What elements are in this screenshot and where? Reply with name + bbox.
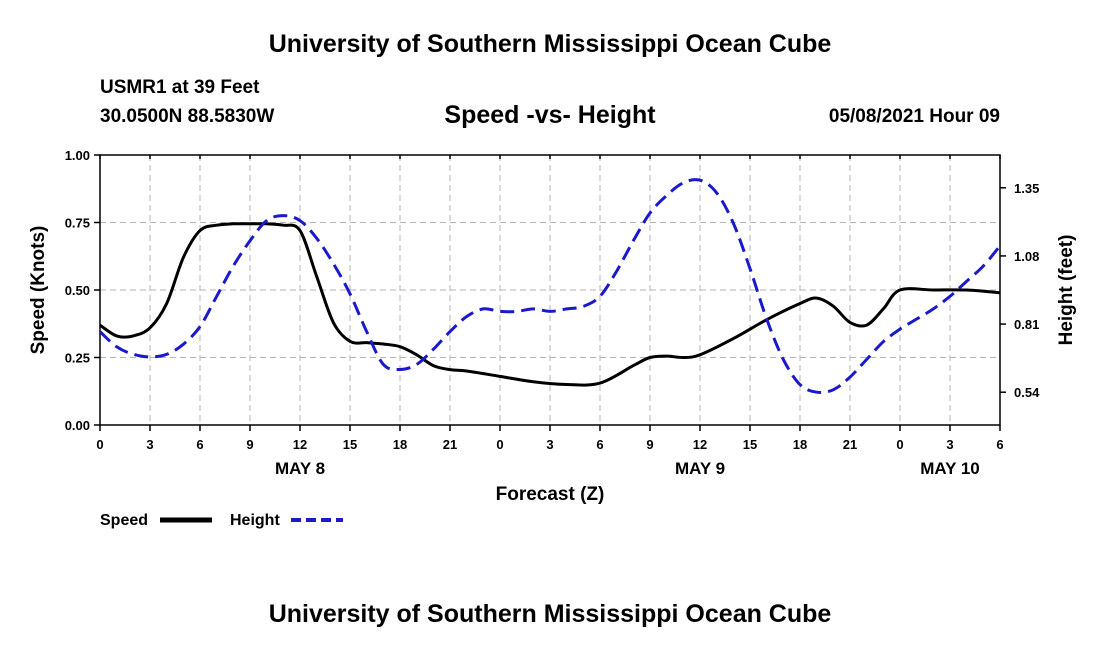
x-tick-label: 6 bbox=[196, 437, 203, 452]
station-coordinates: 30.0500N 88.5830W bbox=[100, 106, 275, 127]
x-tick-label: 18 bbox=[793, 437, 807, 452]
x-tick-label: 12 bbox=[293, 437, 307, 452]
series-line-height bbox=[98, 178, 1002, 394]
y-right-tick-label: 0.54 bbox=[1014, 385, 1040, 400]
y-right-tick-label: 1.35 bbox=[1014, 181, 1039, 196]
x-tick-label: 9 bbox=[246, 437, 253, 452]
axis-ticks: 0 3 6 9 12 15 18 21 0 3 6 9 12 15 18 21 0 3 6 MAY 8 MAY 9 MAY… bbox=[65, 148, 1040, 478]
station-label: USMR1 at 39 Feet bbox=[100, 77, 260, 98]
chart-title: Speed -vs- Height bbox=[444, 101, 656, 129]
y-right-tick-label: 1.08 bbox=[1014, 249, 1039, 264]
y-axis-label-left: Speed (Knots) bbox=[28, 226, 49, 355]
series-line-speed bbox=[99, 222, 1001, 387]
x-axis-label: Forecast (Z) bbox=[496, 484, 605, 505]
x-tick-label: 12 bbox=[693, 437, 707, 452]
x-tick-label: 9 bbox=[646, 437, 653, 452]
x-tick-label: 3 bbox=[946, 437, 953, 452]
x-tick-label: 3 bbox=[146, 437, 153, 452]
x-tick-label: 15 bbox=[743, 437, 757, 452]
day-label: MAY 9 bbox=[675, 459, 725, 478]
y-left-tick-label: 0.75 bbox=[65, 216, 90, 231]
series-lines bbox=[98, 178, 1002, 394]
footer-title: University of Southern Mississippi Ocean… bbox=[268, 600, 832, 628]
x-tick-label: 6 bbox=[596, 437, 603, 452]
day-label: MAY 10 bbox=[920, 459, 980, 478]
legend-label-speed: Speed bbox=[100, 512, 148, 529]
y-left-tick-label: 1.00 bbox=[65, 148, 90, 163]
y-left-tick-label: 0.25 bbox=[65, 351, 90, 366]
x-tick-label: 6 bbox=[996, 437, 1003, 452]
forecast-datetime: 05/08/2021 Hour 09 bbox=[828, 106, 1000, 127]
x-tick-label: 3 bbox=[546, 437, 553, 452]
x-tick-label: 0 bbox=[96, 437, 103, 452]
y-axis-label-right: Height (feet) bbox=[1056, 235, 1077, 346]
x-tick-label: 0 bbox=[896, 437, 903, 452]
main-title: University of Southern Mississippi Ocean… bbox=[268, 30, 832, 58]
x-tick-label: 18 bbox=[393, 437, 407, 452]
x-tick-label: 21 bbox=[843, 437, 857, 452]
y-left-tick-label: 0.50 bbox=[65, 283, 90, 298]
legend-label-height: Height bbox=[230, 512, 280, 529]
x-tick-label: 21 bbox=[443, 437, 457, 452]
legend: Speed Height bbox=[100, 512, 343, 529]
x-tick-label: 0 bbox=[496, 437, 503, 452]
y-left-tick-label: 0.00 bbox=[65, 418, 90, 433]
day-label: MAY 8 bbox=[275, 459, 325, 478]
x-tick-label: 15 bbox=[343, 437, 357, 452]
y-right-tick-label: 0.81 bbox=[1014, 317, 1039, 332]
